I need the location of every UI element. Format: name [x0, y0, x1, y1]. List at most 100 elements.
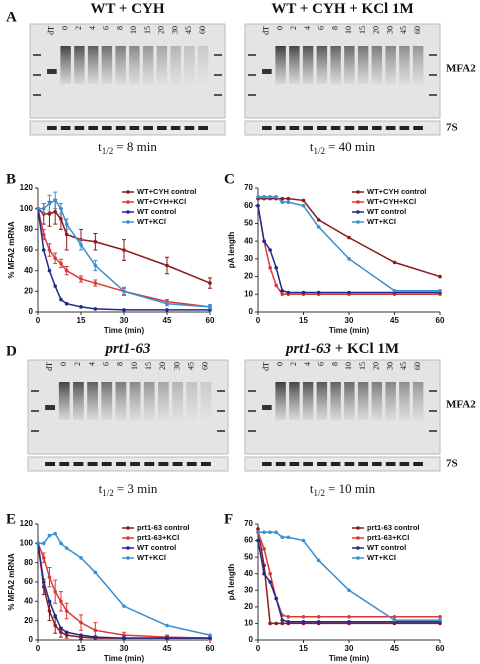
t-half: t1/2 = 8 min — [98, 139, 157, 156]
lane-label: 8 — [115, 26, 124, 30]
7s-band — [144, 462, 155, 466]
t-half-sub: 1/2 — [102, 146, 114, 156]
x-tick-label: 60 — [436, 316, 445, 325]
smear — [200, 382, 212, 420]
gel-title-main: prt1-63 — [284, 341, 332, 357]
x-tick-label: 0 — [256, 316, 261, 325]
legend-label: prt1-63 control — [137, 523, 190, 532]
marker-band — [217, 430, 225, 432]
x-axis-label: Time (min) — [104, 326, 145, 335]
y-tick-label: 100 — [20, 538, 34, 547]
point — [286, 619, 291, 624]
lane-label: 10 — [344, 362, 353, 370]
lane-label: 2 — [73, 362, 82, 366]
gel-image — [27, 359, 229, 455]
point — [165, 636, 169, 640]
point — [256, 203, 260, 208]
legend-marker — [126, 546, 130, 550]
series-line — [257, 205, 440, 294]
point — [165, 623, 169, 628]
point — [47, 575, 52, 579]
7s-band — [59, 462, 70, 466]
legend-label: WT control — [137, 543, 176, 552]
7s-band — [344, 462, 355, 466]
point — [53, 531, 57, 536]
smear — [115, 46, 126, 84]
lane-label: 30 — [385, 26, 394, 34]
point — [41, 206, 46, 211]
y-tick-label: 60 — [24, 577, 33, 586]
lane-label: 6 — [102, 26, 111, 30]
y-tick-label: 40 — [244, 236, 253, 245]
7s-band — [330, 126, 341, 130]
panel-letter: E — [6, 511, 16, 527]
point — [268, 195, 272, 199]
point — [122, 248, 126, 252]
lane-label: dT — [262, 26, 271, 35]
legend-marker — [356, 526, 360, 530]
gel-title-main: WT + CYH — [90, 1, 164, 17]
7s-band — [60, 126, 71, 130]
point — [274, 621, 279, 626]
t-half-sub: 1/2 — [314, 146, 326, 156]
point — [286, 200, 291, 204]
t-half-sub: 1/2 — [102, 488, 114, 498]
legend-marker — [126, 536, 130, 540]
point — [280, 621, 285, 626]
legend-marker — [126, 526, 130, 530]
smear — [289, 382, 300, 420]
point — [59, 541, 63, 546]
7s-band — [130, 462, 141, 466]
point — [392, 288, 397, 293]
point — [59, 217, 63, 221]
point — [59, 599, 63, 604]
smear — [412, 46, 424, 84]
point — [268, 571, 272, 576]
lane-label: 0 — [60, 26, 69, 30]
smear — [289, 46, 300, 84]
y-tick-label: 10 — [244, 289, 253, 298]
smear — [184, 46, 195, 84]
lane-label: 10 — [344, 26, 353, 34]
point — [93, 570, 98, 575]
point — [347, 619, 351, 624]
t-half: t1/2 = 3 min — [99, 481, 158, 498]
smear — [129, 46, 140, 84]
smear — [357, 382, 369, 420]
series-line — [257, 540, 440, 623]
y-tick-label: 60 — [24, 245, 33, 254]
7s-band — [372, 462, 382, 466]
x-tick-label: 0 — [36, 316, 41, 325]
smear — [170, 46, 181, 84]
legend-label: prt1-63+KCl — [137, 533, 179, 542]
point — [256, 527, 260, 531]
x-tick-label: 30 — [120, 316, 129, 325]
point — [64, 232, 69, 237]
gel-title: prt1-63 — [104, 341, 152, 357]
point — [122, 289, 126, 294]
smear — [87, 382, 98, 420]
7s-band — [87, 462, 98, 466]
7s-band — [184, 126, 195, 130]
t-half-t: t — [310, 481, 314, 496]
point — [79, 243, 83, 247]
point — [53, 284, 57, 288]
smear — [357, 46, 369, 84]
legend-label: prt1-63+KCl — [367, 533, 409, 542]
legend-marker — [126, 220, 130, 224]
point — [53, 623, 57, 628]
smear — [129, 382, 141, 420]
y-axis-label: pA length — [227, 564, 236, 601]
point — [280, 535, 285, 540]
point — [41, 232, 46, 237]
marker-band — [248, 54, 256, 56]
point — [59, 630, 63, 635]
point — [41, 248, 46, 252]
lane-label: 15 — [143, 26, 152, 34]
lane-label: 20 — [372, 26, 381, 34]
lane-label: 6 — [317, 362, 326, 366]
y-tick-label: 120 — [20, 183, 34, 192]
7s-band — [45, 462, 56, 466]
7s-band — [115, 462, 126, 466]
marker-band — [214, 54, 222, 56]
